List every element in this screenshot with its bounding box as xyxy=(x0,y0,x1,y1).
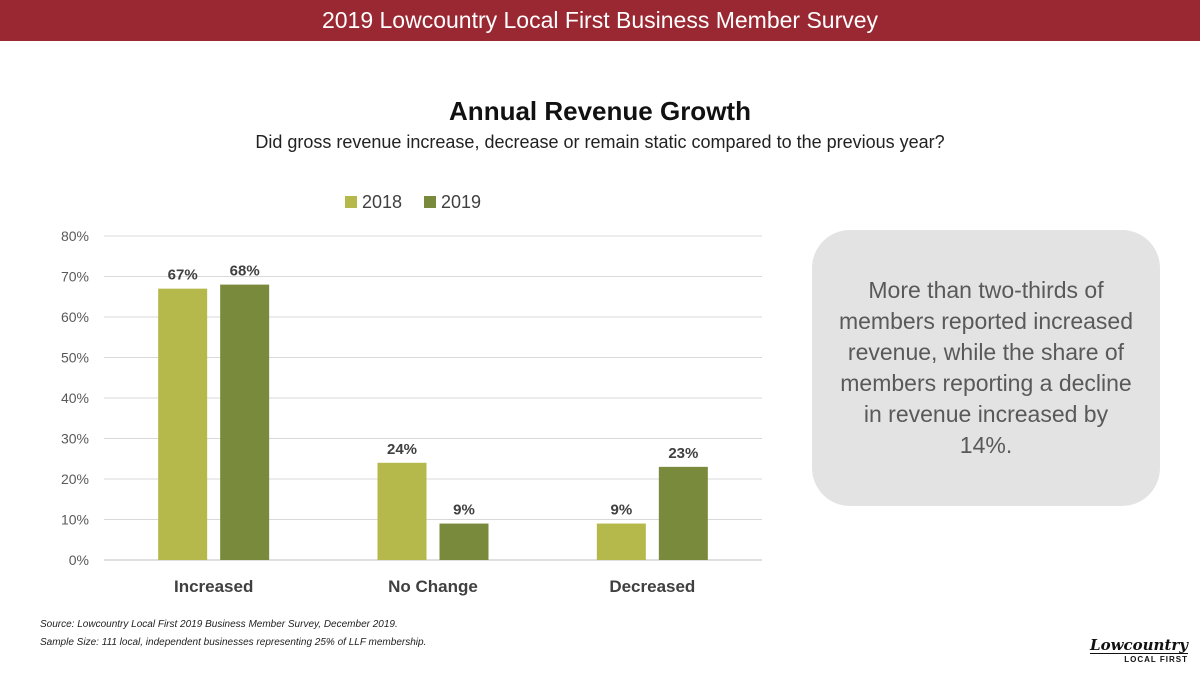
source-note: Source: Lowcountry Local First 2019 Busi… xyxy=(40,619,398,630)
bar-2019-decreased xyxy=(658,466,708,560)
y-tick-label: 80% xyxy=(61,228,89,244)
y-tick-label: 20% xyxy=(61,471,89,487)
bar-2018-no-change xyxy=(377,462,427,560)
y-tick-label: 40% xyxy=(61,390,89,406)
x-tick-label: No Change xyxy=(388,577,478,596)
y-tick-label: 30% xyxy=(61,431,89,447)
bar-chart: 0% 10% 20% 30% 40% 50% 60% 70% 80% 67% 68% Increase… xyxy=(61,192,762,596)
chart-subtitle: Did gross revenue increase, decrease or … xyxy=(255,132,945,152)
y-tick-label: 60% xyxy=(61,309,89,325)
legend-label-2019: 2019 xyxy=(441,192,481,212)
legend-swatch-2018 xyxy=(345,196,357,208)
bar-2019-increased xyxy=(220,284,270,560)
sample-size-note: Sample Size: 111 local, independent busi… xyxy=(40,637,427,648)
x-tick-label: Decreased xyxy=(609,577,695,596)
header-banner: 2019 Lowcountry Local First Business Mem… xyxy=(0,0,1200,41)
lowcountry-logo: Lowcountry LOCAL FIRST xyxy=(1090,637,1188,664)
callout-box: More than two-thirds of members reported… xyxy=(812,230,1160,506)
y-tick-label: 10% xyxy=(61,512,89,528)
chart-title: Annual Revenue Growth xyxy=(449,96,751,126)
bar-2018-increased xyxy=(158,288,208,560)
logo-line2: LOCAL FIRST xyxy=(1124,655,1188,664)
y-tick-label: 70% xyxy=(61,269,89,285)
callout-text: More than two-thirds of members reported… xyxy=(838,277,1134,458)
data-label: 24% xyxy=(387,441,417,458)
bar-2018-decreased xyxy=(596,523,646,560)
data-label: 23% xyxy=(668,445,698,462)
data-label: 9% xyxy=(453,502,475,519)
data-label: 9% xyxy=(610,502,632,519)
bar-2019-no-change xyxy=(439,523,489,560)
x-tick-label: Increased xyxy=(174,577,253,596)
y-tick-label: 50% xyxy=(61,350,89,366)
legend-swatch-2019 xyxy=(424,196,436,208)
legend-label-2018: 2018 xyxy=(362,192,402,212)
y-tick-label: 0% xyxy=(69,552,89,568)
header-title: 2019 Lowcountry Local First Business Mem… xyxy=(321,7,879,33)
logo-line1: Lowcountry xyxy=(1090,636,1188,654)
data-label: 68% xyxy=(230,263,260,280)
data-label: 67% xyxy=(168,267,198,284)
